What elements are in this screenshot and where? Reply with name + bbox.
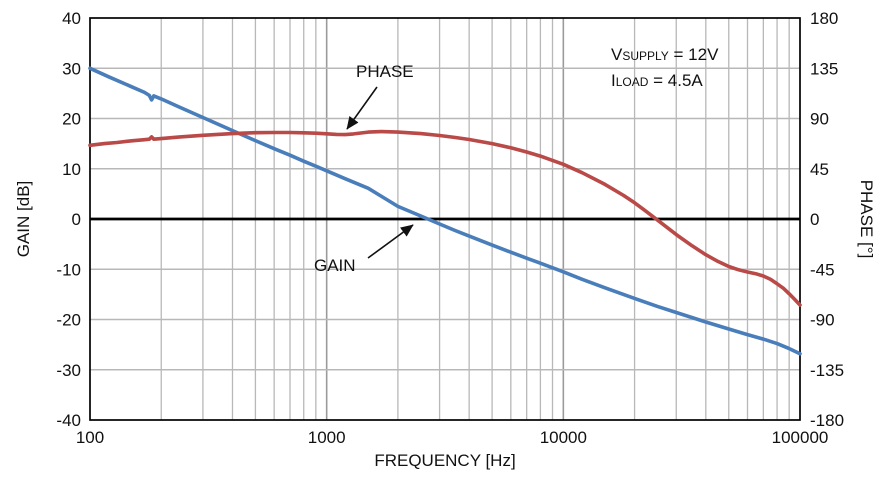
x-axis-tick-label: 100 — [76, 428, 104, 447]
left-axis-title: GAIN [dB] — [14, 180, 33, 258]
right-axis-tick-label: -180 — [810, 411, 844, 430]
left-axis-tick-label: -10 — [56, 260, 81, 279]
right-axis-tick-label: -90 — [810, 311, 835, 330]
condition-supply-subscript: SUPPLY — [622, 49, 669, 63]
left-axis-tick-label: 20 — [62, 110, 81, 129]
right-axis-tick-label: 135 — [810, 59, 838, 78]
condition-load-value: = 4.5A — [648, 70, 703, 90]
left-axis-tick-label: 30 — [62, 59, 81, 78]
series-gain-curve — [88, 66, 802, 356]
test-conditions: VSUPPLY = 12V ILOAD = 4.5A — [611, 42, 718, 93]
x-axis-tick-label: 1000 — [308, 428, 346, 447]
gain-arrow — [367, 224, 414, 259]
gain-curve-label: GAIN — [314, 256, 356, 275]
left-axis-tick-label: 40 — [62, 9, 81, 28]
condition-supply-symbol: V — [611, 45, 623, 64]
condition-load-subscript: LOAD — [615, 74, 649, 89]
right-axis-tick-label: 0 — [810, 210, 819, 229]
left-axis-tick-label: 0 — [72, 210, 81, 229]
series-phase-curve — [88, 129, 802, 307]
plot-frame — [89, 17, 801, 421]
phase-arrow — [346, 86, 378, 130]
right-axis-tick-label: -135 — [810, 361, 844, 380]
left-axis-tick-label: -40 — [56, 411, 81, 430]
x-axis-title: FREQUENCY [Hz] — [374, 451, 516, 470]
condition-load-symbol: I — [611, 70, 616, 90]
right-axis-tick-label: 180 — [810, 9, 838, 28]
right-axis-tick-label: 45 — [810, 160, 829, 179]
x-axis-tick-label: 100000 — [772, 428, 829, 447]
right-axis-tick-label: -45 — [810, 260, 835, 279]
left-axis-tick-label: -30 — [56, 361, 81, 380]
condition-load: ILOAD = 4.5A — [611, 68, 718, 94]
left-axis-tick-label: 10 — [62, 160, 81, 179]
x-axis-tick-label: 10000 — [540, 428, 587, 447]
condition-supply: VSUPPLY = 12V — [611, 42, 718, 68]
phase-curve-label: PHASE — [356, 62, 414, 81]
condition-supply-value: = 12V — [668, 45, 719, 64]
left-axis-tick-label: -20 — [56, 311, 81, 330]
right-axis-title: PHASE [°] — [857, 179, 876, 259]
right-axis-tick-label: 90 — [810, 110, 829, 129]
